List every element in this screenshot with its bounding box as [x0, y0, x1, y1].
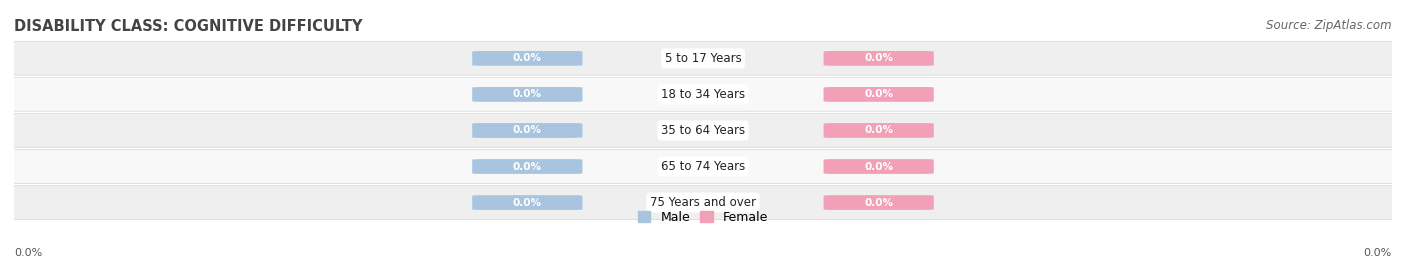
Text: 0.0%: 0.0% [865, 53, 893, 63]
FancyBboxPatch shape [824, 51, 934, 66]
FancyBboxPatch shape [472, 123, 582, 138]
FancyBboxPatch shape [4, 78, 1402, 111]
Text: 0.0%: 0.0% [513, 89, 541, 100]
Text: 18 to 34 Years: 18 to 34 Years [661, 88, 745, 101]
FancyBboxPatch shape [4, 186, 1402, 219]
Text: 0.0%: 0.0% [865, 161, 893, 172]
FancyBboxPatch shape [824, 87, 934, 102]
Text: 0.0%: 0.0% [513, 161, 541, 172]
Text: 0.0%: 0.0% [1364, 248, 1392, 258]
FancyBboxPatch shape [824, 195, 934, 210]
Text: 5 to 17 Years: 5 to 17 Years [665, 52, 741, 65]
FancyBboxPatch shape [4, 114, 1402, 147]
FancyBboxPatch shape [824, 159, 934, 174]
FancyBboxPatch shape [4, 42, 1402, 75]
FancyBboxPatch shape [472, 51, 582, 66]
Text: 75 Years and over: 75 Years and over [650, 196, 756, 209]
Legend: Male, Female: Male, Female [633, 206, 773, 229]
Text: 0.0%: 0.0% [513, 125, 541, 136]
Text: 0.0%: 0.0% [513, 53, 541, 63]
FancyBboxPatch shape [824, 123, 934, 138]
Text: DISABILITY CLASS: COGNITIVE DIFFICULTY: DISABILITY CLASS: COGNITIVE DIFFICULTY [14, 19, 363, 34]
Text: 0.0%: 0.0% [865, 125, 893, 136]
Text: 0.0%: 0.0% [513, 197, 541, 208]
FancyBboxPatch shape [472, 87, 582, 102]
Text: 0.0%: 0.0% [14, 248, 42, 258]
Text: 65 to 74 Years: 65 to 74 Years [661, 160, 745, 173]
FancyBboxPatch shape [472, 159, 582, 174]
FancyBboxPatch shape [472, 195, 582, 210]
Text: 0.0%: 0.0% [865, 89, 893, 100]
FancyBboxPatch shape [4, 150, 1402, 183]
Text: 0.0%: 0.0% [865, 197, 893, 208]
Text: Source: ZipAtlas.com: Source: ZipAtlas.com [1267, 19, 1392, 32]
Text: 35 to 64 Years: 35 to 64 Years [661, 124, 745, 137]
